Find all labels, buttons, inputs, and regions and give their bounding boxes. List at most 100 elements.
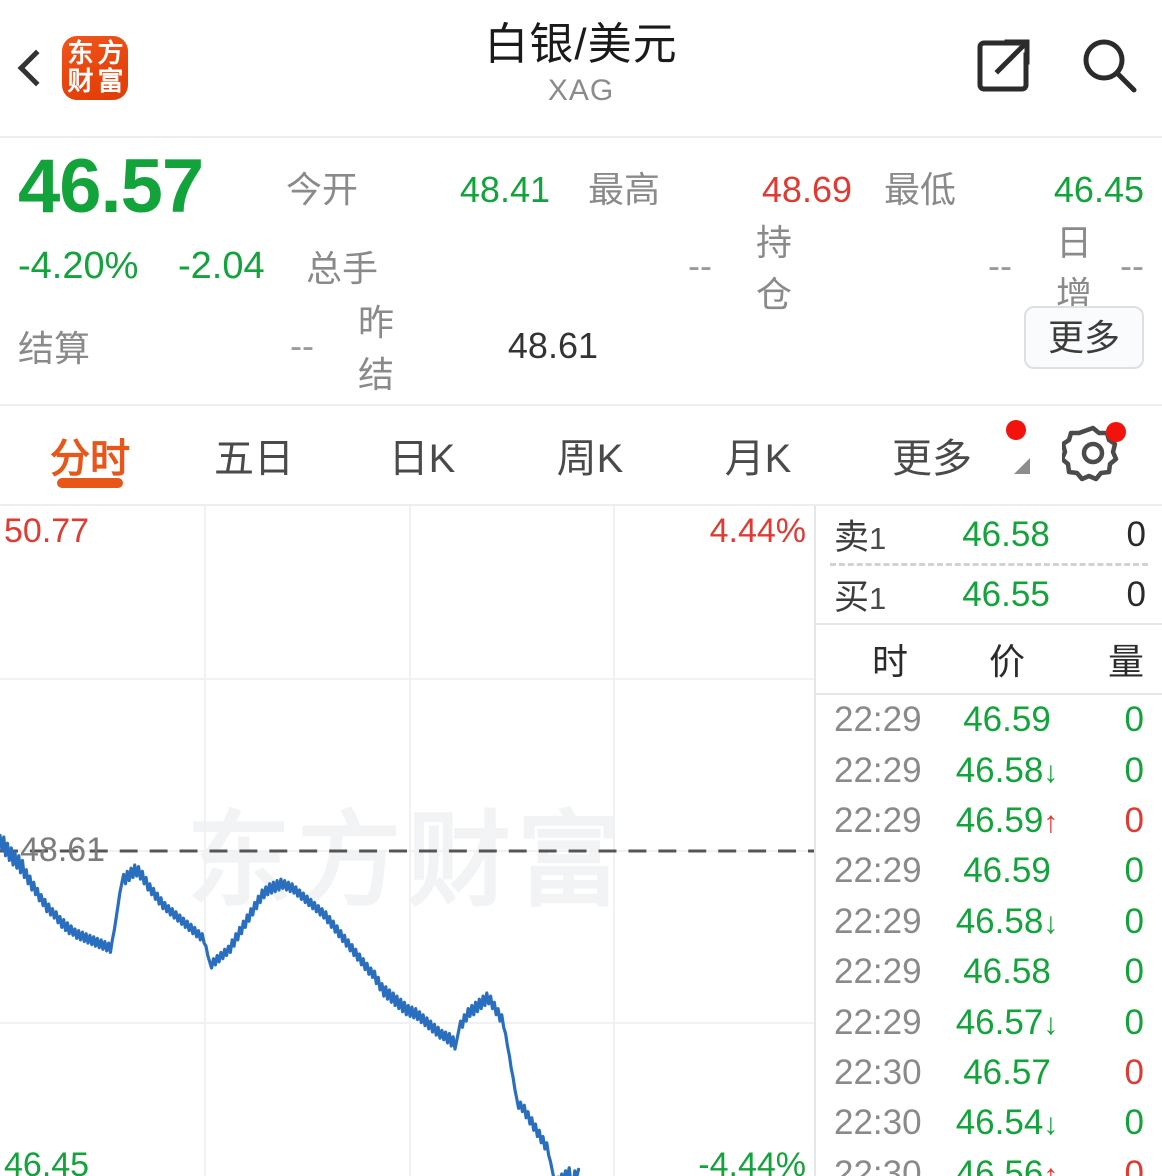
quote-open-value: 48.41 — [459, 169, 550, 210]
notification-dot-icon — [1006, 420, 1026, 440]
tab-rik-label: 日K — [388, 437, 456, 481]
tab-yuek[interactable]: 月K — [674, 406, 842, 504]
tick-time: 22:29 — [834, 901, 922, 941]
tick-row[interactable]: 22:30 46.56↑ 0 — [816, 1149, 1162, 1176]
quote-volume-value: -- — [688, 245, 712, 286]
more-button[interactable]: 更多 — [1023, 306, 1144, 370]
gridline-vertical — [204, 506, 206, 1176]
intraday-chart[interactable]: 东方财富 48.61 50.77 4.44% 46.45 -4.44% — [0, 506, 816, 1176]
tick-row[interactable]: 22:29 46.59 0 — [816, 695, 1162, 745]
quote-settle-value: -- — [290, 325, 314, 366]
app-header: 东 方 财 富 白银/美元 XAG — [0, 0, 1162, 138]
order-book-level: 1 — [869, 521, 887, 556]
tab-wuri-label: 五日 — [214, 437, 294, 481]
change-amount: -2.04 — [178, 244, 265, 287]
order-book-price: 46.58 — [962, 514, 1050, 554]
tab-wuri[interactable]: 五日 — [170, 406, 338, 504]
chart-settings-button[interactable] — [1059, 421, 1126, 489]
header-actions — [972, 0, 1140, 136]
quote-high-value: 48.69 — [761, 169, 852, 210]
order-book-price: 46.55 — [962, 574, 1050, 614]
tick-price: 46.57 — [963, 1052, 1051, 1092]
tick-price: 46.58 — [963, 952, 1051, 992]
tick-row[interactable]: 22:29 46.59↑ 0 — [816, 796, 1162, 846]
tick-time: 22:29 — [834, 851, 922, 891]
tick-row[interactable]: 22:29 46.58 0 — [816, 947, 1162, 997]
chart-and-ticks: 东方财富 48.61 50.77 4.44% 46.45 -4.44% — [0, 506, 1162, 1176]
tick-row[interactable]: 22:29 46.58↓ 0 — [816, 745, 1162, 795]
tick-row[interactable]: 22:30 46.57 0 — [816, 1048, 1162, 1098]
prev-close-label: 48.61 — [20, 831, 106, 869]
tab-yuek-label: 月K — [724, 437, 792, 481]
settings-notification-dot-icon — [1106, 421, 1126, 442]
axis-label-top-right: 4.44% — [709, 512, 806, 550]
tick-volume: 0 — [1124, 750, 1144, 790]
tick-time: 22:29 — [834, 952, 922, 992]
tick-row[interactable]: 22:29 46.59 0 — [816, 846, 1162, 896]
order-book-row[interactable]: 卖1 46.58 0 — [816, 506, 1162, 563]
order-book: 卖1 46.58 0 买1 46.55 0 — [816, 506, 1162, 625]
tick-price: 46.57↓ — [955, 1002, 1059, 1042]
tab-rik[interactable]: 日K — [338, 406, 506, 504]
order-book-row[interactable]: 买1 46.55 0 — [816, 566, 1162, 623]
quote-low: 最低 46.45 — [884, 161, 1144, 213]
tab-fenshi[interactable]: 分时 — [10, 406, 170, 504]
ticks-list[interactable]: 22:29 46.59 0 22:29 46.58↓ 0 22:29 46.59↑ 0 22:29… — [816, 695, 1162, 1176]
arrow-down-icon: ↓ — [1043, 1108, 1059, 1142]
order-book-side-label: 卖 — [834, 518, 870, 557]
tick-price: 46.58↓ — [955, 901, 1059, 941]
tick-row[interactable]: 22:29 46.58↓ 0 — [816, 897, 1162, 947]
chart-tabs: 分时 五日 日K 周K 月K 更多 — [0, 406, 1162, 506]
share-external-link-icon[interactable] — [972, 35, 1034, 102]
quote-openint-value: -- — [988, 245, 1012, 286]
ticks-header-volume: 量 — [1107, 641, 1144, 682]
tick-row[interactable]: 22:30 46.54↓ 0 — [816, 1098, 1162, 1148]
quote-row-tertiary: 结算 -- 昨结 48.61 更多 — [18, 302, 1144, 395]
logo-char-2: 方 — [97, 39, 123, 69]
tick-volume: 0 — [1124, 901, 1144, 941]
tick-time: 22:29 — [834, 700, 922, 740]
search-icon[interactable] — [1078, 35, 1140, 102]
tick-row[interactable]: 22:29 46.57↓ 0 — [816, 997, 1162, 1047]
order-book-side-label: 买 — [834, 578, 870, 617]
arrow-up-icon: ↑ — [1043, 1158, 1059, 1176]
order-book-volume: 0 — [1126, 574, 1146, 614]
tab-fenshi-label: 分时 — [50, 437, 130, 481]
tick-time: 22:29 — [834, 750, 922, 790]
quote-low-label: 最低 — [884, 169, 957, 210]
quote-row-secondary: -4.20% -2.04 总手 -- 持仓 -- 日增 -- — [18, 222, 1144, 315]
tick-volume: 0 — [1124, 1002, 1144, 1042]
tick-time: 22:29 — [834, 1002, 922, 1042]
eastmoney-logo[interactable]: 东 方 财 富 — [62, 36, 128, 100]
gear-icon — [1059, 425, 1119, 481]
back-button[interactable] — [0, 0, 62, 136]
arrow-down-icon: ↓ — [1043, 1007, 1059, 1041]
chevron-left-icon — [17, 49, 55, 87]
gridline-vertical — [613, 506, 615, 1176]
tick-volume: 0 — [1124, 1052, 1144, 1092]
tick-volume: 0 — [1124, 800, 1144, 840]
tab-zhouk[interactable]: 周K — [506, 406, 674, 504]
axis-label-bottom-right: -4.44% — [698, 1146, 806, 1176]
tab-more[interactable]: 更多 — [842, 406, 1030, 504]
ticks-panel: 卖1 46.58 0 买1 46.55 0 时 价 量 — [816, 506, 1162, 1176]
tick-time: 22:30 — [834, 1103, 922, 1143]
tab-zhouk-label: 周K — [556, 437, 624, 481]
logo-char-1: 东 — [67, 39, 93, 69]
order-book-level: 1 — [869, 581, 887, 616]
last-price: 46.57 — [18, 144, 204, 229]
tick-volume: 0 — [1124, 851, 1144, 891]
logo-char-4: 富 — [97, 67, 123, 97]
quote-openint-label: 持仓 — [756, 222, 793, 315]
axis-label-top-left: 50.77 — [4, 512, 90, 550]
quote-volume-label: 总手 — [306, 248, 379, 289]
tick-volume: 0 — [1124, 952, 1144, 992]
quote-low-value: 46.45 — [1053, 169, 1144, 210]
gridline-vertical — [409, 506, 411, 1176]
tick-price: 46.59 — [963, 700, 1051, 740]
tick-price: 46.54↓ — [955, 1103, 1059, 1143]
tick-price: 46.56↑ — [946, 1154, 1068, 1176]
order-book-side-sell: 卖1 — [834, 509, 938, 560]
arrow-down-icon: ↓ — [1043, 755, 1059, 789]
